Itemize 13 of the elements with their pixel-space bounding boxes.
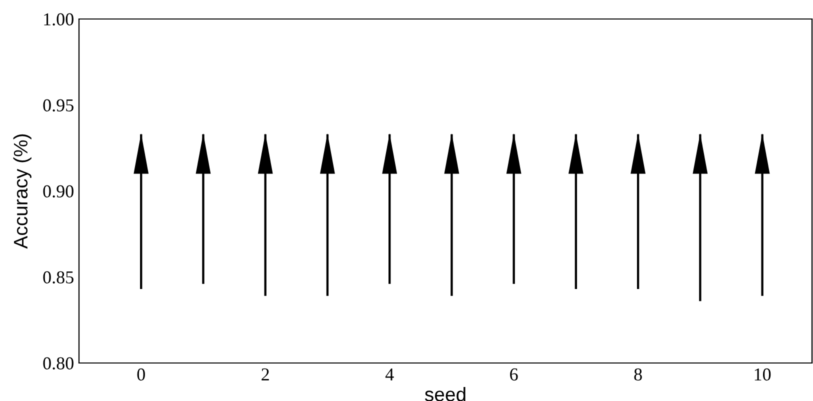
y-tick-label: 0.90	[43, 185, 74, 198]
x-tick-label: 0	[137, 368, 145, 381]
x-tick-label: 8	[634, 368, 642, 381]
y-tick-label: 1.00	[44, 13, 74, 26]
y-tick-label: 0.95	[43, 99, 74, 112]
x-tick-label: 2	[262, 368, 269, 380]
y-tick-label: 0.80	[43, 357, 74, 370]
x-tick-label: 6	[510, 368, 518, 381]
y-axis-title: Accuracy (%)	[13, 134, 32, 249]
x-tick-label: 10	[754, 368, 771, 381]
x-axis-title: seed	[424, 387, 466, 401]
y-tick-label: 0.85	[43, 271, 74, 284]
x-tick-label: 4	[385, 368, 394, 380]
